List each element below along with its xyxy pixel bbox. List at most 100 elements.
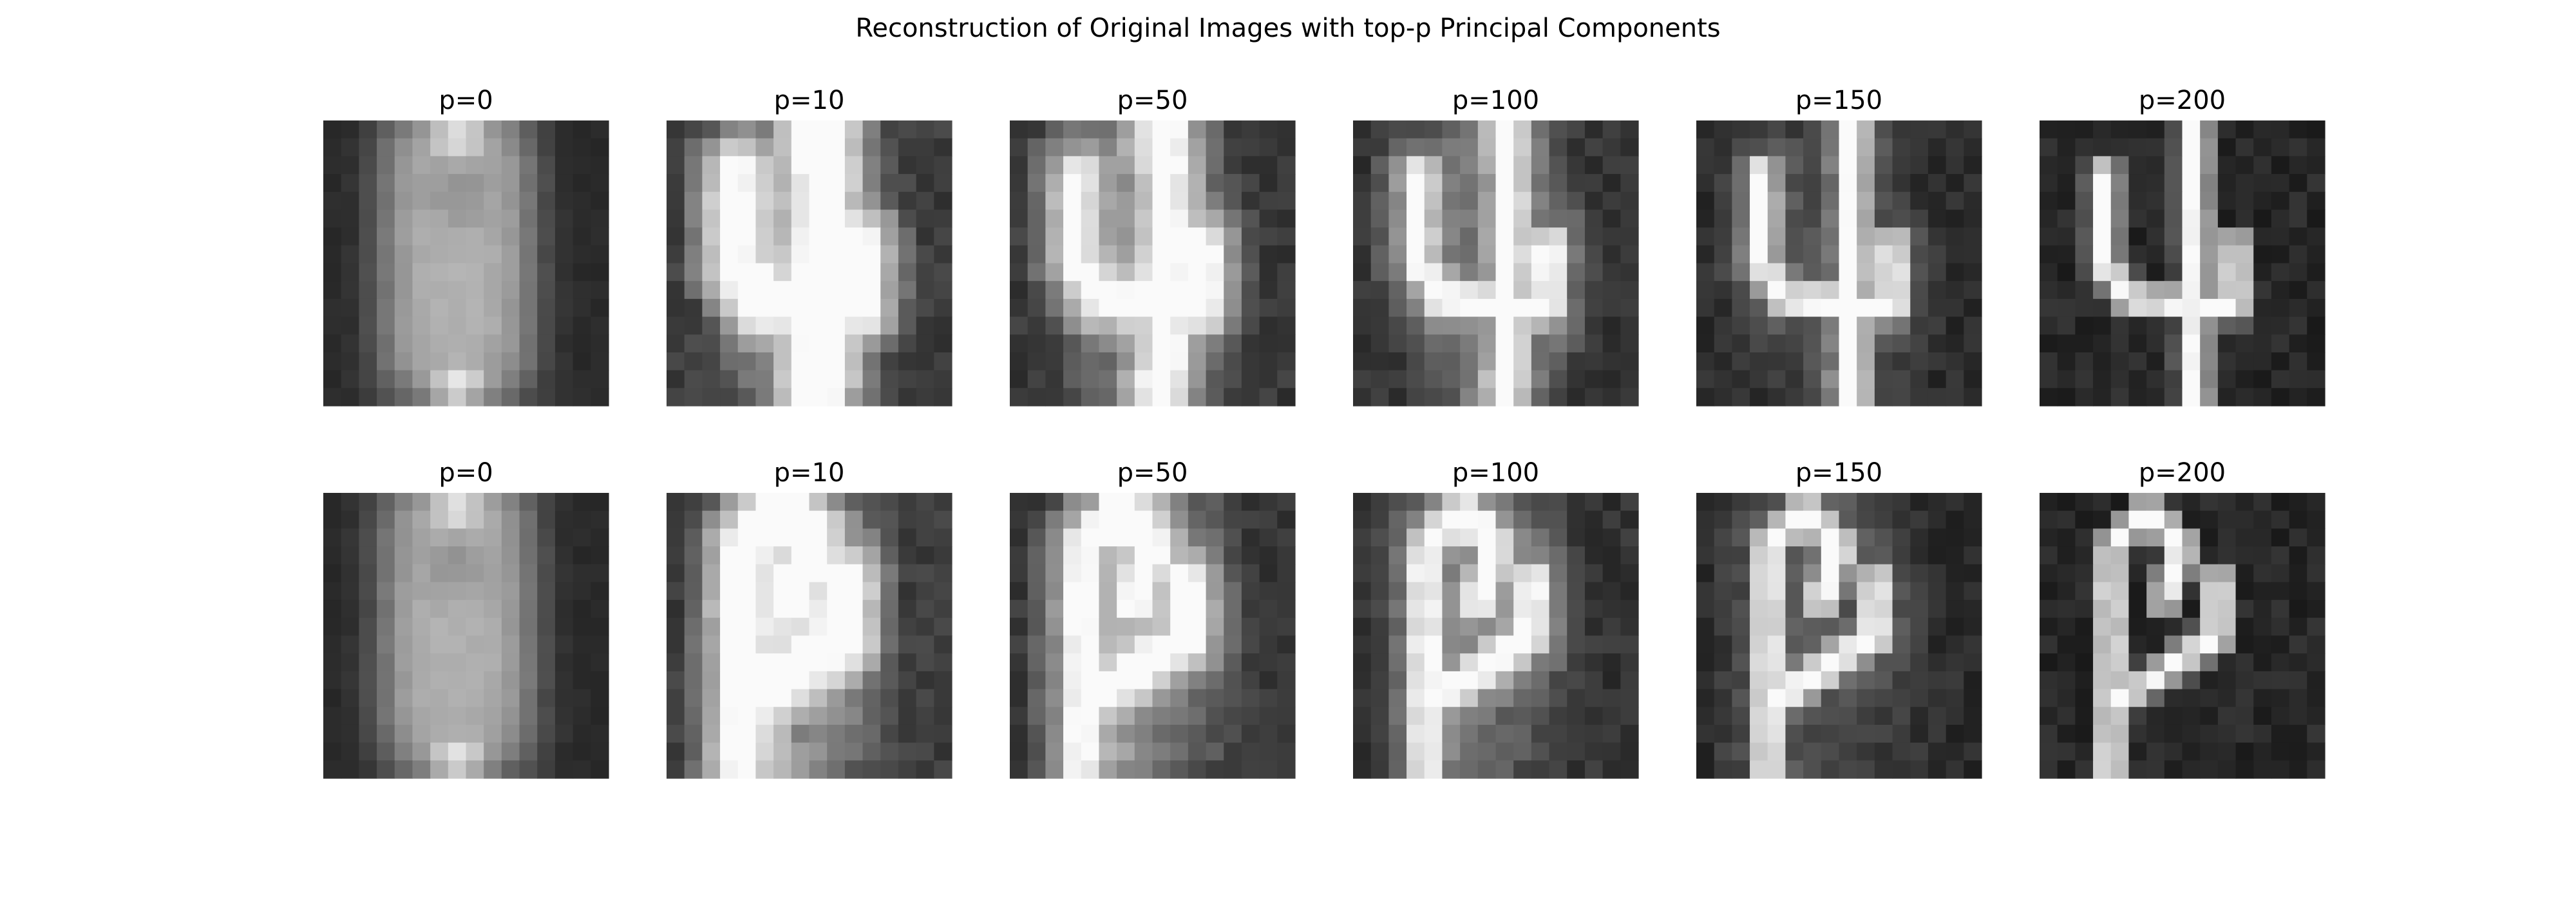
pixel-cell (484, 742, 502, 761)
pixel-cell (1732, 635, 1750, 654)
pixel-cell (466, 707, 484, 725)
pixel-cell (773, 120, 792, 139)
pixel-cell (1081, 174, 1100, 193)
pixel-cell (2040, 671, 2058, 690)
pixel-cell (916, 707, 934, 725)
pixel-cell (844, 156, 864, 175)
pixel-cell (2093, 174, 2112, 193)
pixel-cell (2235, 582, 2254, 600)
pixel-cell (1027, 191, 1046, 211)
pixel-cell (1750, 316, 1768, 335)
pixel-cell (1531, 742, 1550, 761)
pixel-cell (827, 156, 846, 175)
pixel-cell (484, 227, 502, 246)
pixel-cell (2271, 635, 2290, 654)
pixel-cell (1045, 760, 1064, 779)
pixel-cell (1259, 227, 1278, 246)
pixel-cell (720, 635, 739, 654)
pixel-cell (862, 707, 881, 725)
pixel-cell (791, 760, 810, 779)
pixel-cell (519, 689, 538, 707)
pixel-cell (1696, 564, 1715, 583)
pixel-cell (1081, 334, 1100, 353)
pixel-cell (1388, 156, 1407, 175)
pixel-cell (1277, 138, 1296, 157)
pixel-cell (898, 600, 917, 619)
reconstruction-image (323, 493, 609, 779)
pixel-cell (702, 724, 721, 744)
pixel-cell (1370, 510, 1389, 529)
pixel-cell (2307, 388, 2325, 407)
pixel-cell (1170, 120, 1189, 139)
pixel-cell (394, 510, 413, 529)
pixel-cell (1477, 635, 1497, 654)
pixel-cell (2289, 174, 2307, 193)
pixel-cell (1964, 120, 1982, 139)
pixel-cell (2075, 635, 2094, 654)
pixel-cell (684, 316, 703, 335)
pixel-cell (1370, 191, 1389, 211)
pixel-cell (1964, 156, 1982, 175)
pixel-cell (2164, 138, 2183, 157)
pixel-cell (2128, 156, 2147, 175)
pixel-cell (2128, 174, 2147, 193)
pixel-cell (412, 671, 431, 690)
pixel-cell (2110, 760, 2130, 779)
pixel-cell (1620, 263, 1639, 282)
pixel-cell (934, 546, 952, 565)
pixel-cell (1946, 742, 1964, 761)
pixel-cell (2075, 707, 2094, 725)
pixel-cell (1477, 334, 1497, 353)
pixel-cell (1277, 493, 1296, 512)
pixel-cell (1602, 138, 1621, 157)
pixel-cell (2146, 546, 2165, 565)
pixel-cell (2146, 120, 2165, 139)
pixel-cell (1495, 653, 1514, 672)
pixel-cell (2182, 191, 2201, 211)
pixel-cell (1442, 388, 1461, 407)
pixel-cell (1442, 370, 1461, 389)
pixel-cell (1964, 334, 1982, 353)
pixel-cell (323, 742, 342, 761)
pixel-cell (737, 316, 757, 335)
pixel-cell (2040, 635, 2058, 654)
pixel-cell (1477, 138, 1497, 157)
pixel-cell (412, 564, 431, 583)
pixel-cell (934, 281, 952, 300)
pixel-cell (1277, 564, 1296, 583)
pixel-cell (412, 600, 431, 619)
pixel-cell (2040, 546, 2058, 565)
pixel-cell (1513, 493, 1532, 512)
pixel-cell (1696, 689, 1715, 707)
pixel-cell (1602, 316, 1621, 335)
pixel-cell (484, 209, 502, 228)
pixel-cell (1027, 635, 1046, 654)
pixel-cell (1495, 138, 1514, 157)
pixel-cell (2182, 263, 2201, 282)
pixel-cell (1045, 227, 1064, 246)
pixel-cell (1584, 510, 1604, 529)
pixel-cell (1839, 156, 1857, 175)
pixel-cell (341, 138, 359, 157)
pixel-cell (1224, 760, 1242, 779)
pixel-cell (1946, 370, 1964, 389)
pixel-cell (2271, 528, 2290, 547)
reconstruction-image (1353, 120, 1639, 407)
pixel-cell (573, 671, 591, 690)
pixel-cell (2075, 617, 2094, 637)
pixel-cell (1584, 528, 1604, 547)
pixel-cell (827, 120, 846, 139)
pixel-cell (2200, 760, 2219, 779)
pixel-cell (359, 671, 377, 690)
pixel-cell (2164, 671, 2183, 690)
pixel-cell (1027, 582, 1046, 600)
pixel-cell (773, 156, 792, 175)
pixel-cell (1839, 281, 1857, 300)
pixel-cell (591, 156, 609, 175)
pixel-cell (466, 191, 484, 211)
pixel-cell (1857, 227, 1875, 246)
pixel-cell (1170, 263, 1189, 282)
pixel-cell (466, 156, 484, 175)
panel-2-5: p=150 (1696, 458, 1982, 779)
pixel-cell (1946, 564, 1964, 583)
